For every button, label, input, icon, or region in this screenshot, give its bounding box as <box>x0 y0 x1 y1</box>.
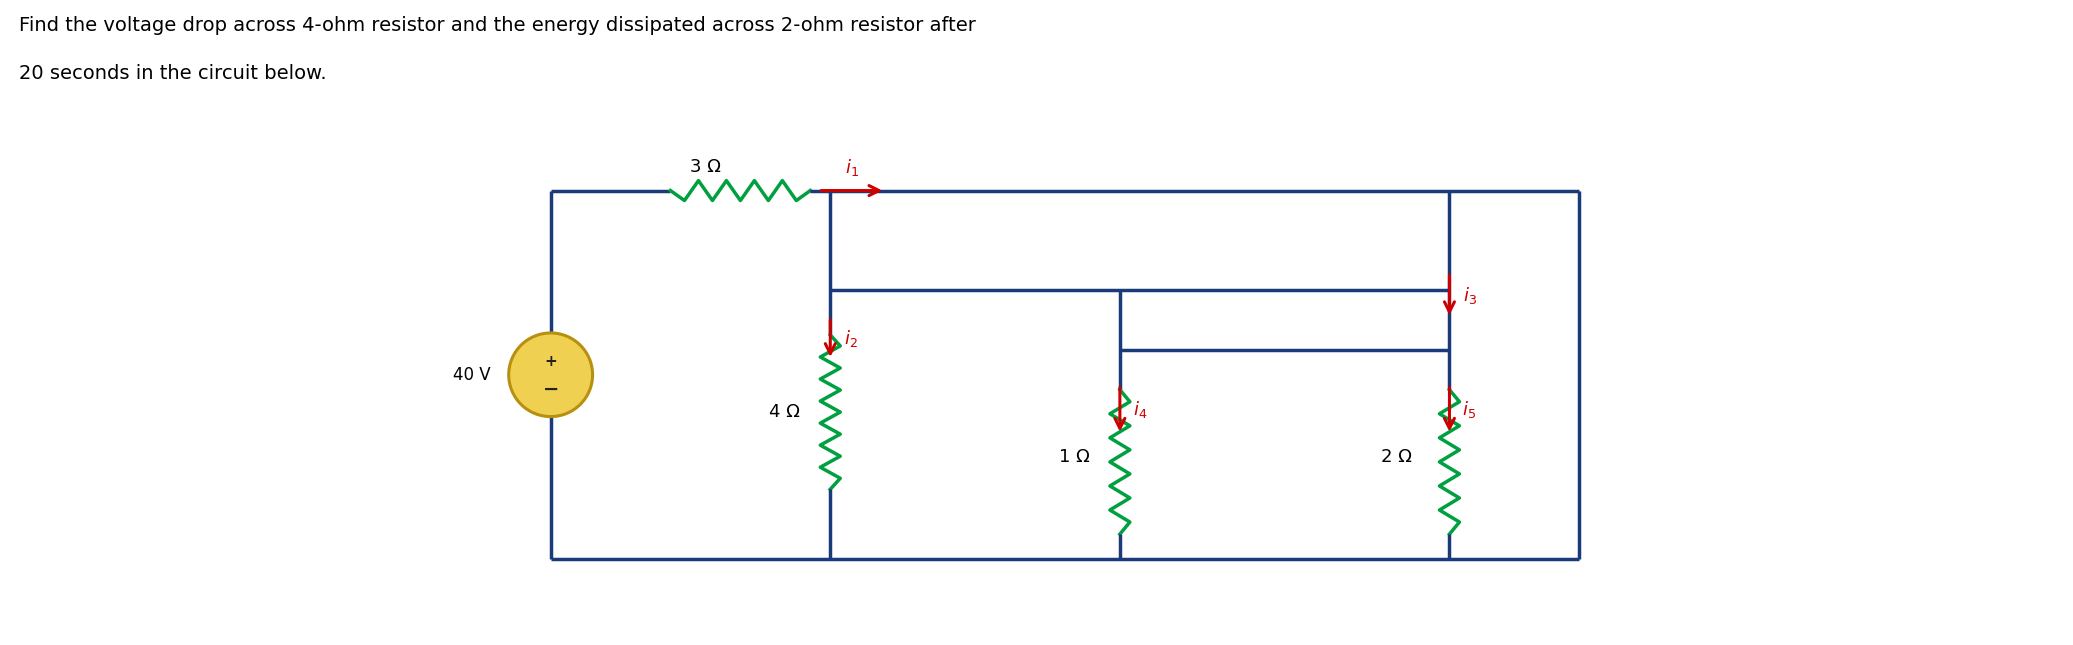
Text: 40 V: 40 V <box>454 366 491 384</box>
Text: Find the voltage drop across 4-ohm resistor and the energy dissipated across 2-o: Find the voltage drop across 4-ohm resis… <box>19 16 976 35</box>
Text: $i_4$: $i_4$ <box>1132 399 1146 420</box>
Text: 4 Ω: 4 Ω <box>769 403 800 421</box>
Text: 20 seconds in the circuit below.: 20 seconds in the circuit below. <box>19 64 328 83</box>
Text: $i_1$: $i_1$ <box>846 157 858 177</box>
Text: 2 Ω: 2 Ω <box>1381 448 1412 466</box>
Circle shape <box>508 333 593 417</box>
Text: $i_3$: $i_3$ <box>1464 284 1478 306</box>
Text: 3 Ω: 3 Ω <box>690 157 721 175</box>
Text: $i_5$: $i_5$ <box>1461 399 1476 420</box>
Text: 1 Ω: 1 Ω <box>1059 448 1090 466</box>
Text: $i_2$: $i_2$ <box>844 328 858 349</box>
Text: −: − <box>543 380 560 399</box>
Text: +: + <box>545 354 558 370</box>
